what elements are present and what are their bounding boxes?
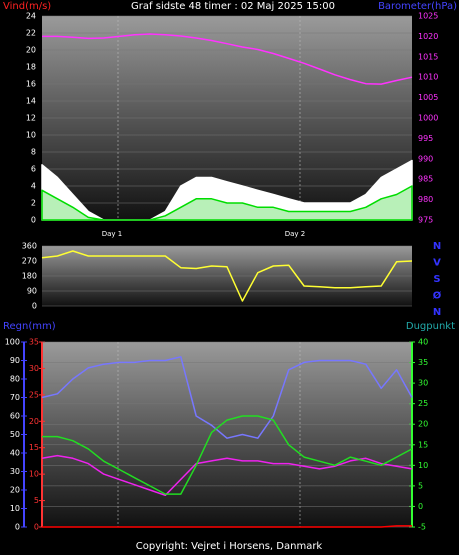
tick-label: 2 [31,199,36,208]
title: Graf sidste 48 timer : 02 Maj 2025 15:00 [131,1,335,12]
tick-label: 35 [418,358,428,367]
tick-label: 100 [5,338,20,347]
tick-label: 50 [10,430,20,439]
tick-label: 180 [22,272,37,281]
tick-label: 18 [26,63,36,72]
tick-label: 40 [10,449,20,458]
tick-label: 14 [26,97,36,106]
tick-label: 0 [34,523,39,532]
tick-label: 4 [31,182,36,191]
plot-area [42,342,412,527]
tick-label: 24 [26,12,36,21]
tick-label: 6 [31,165,36,174]
tick-label: 995 [418,134,433,143]
tick-label: 0 [31,216,36,225]
compass-label: V [433,258,441,269]
tick-label: 5 [418,481,423,490]
tick-label: 1015 [418,52,438,61]
tick-label: 20 [418,420,428,429]
tick-label: 90 [27,287,37,296]
tick-label: 15 [418,440,428,449]
day-label: Day 1 [102,230,123,238]
tick-label: 22 [26,29,36,38]
compass-label: S [433,274,440,285]
tick-label: 10 [418,461,428,470]
tick-label: 360 [22,242,37,251]
tick-label: 16 [26,80,36,89]
axis-label: Dugpunkt [406,321,455,332]
tick-label: 30 [418,379,428,388]
tick-label: 1025 [418,12,438,21]
line [41,356,413,439]
tick-label: 980 [418,195,433,204]
tick-label: 270 [22,257,37,266]
tick-label: 1000 [418,114,438,123]
footer: Copyright: Vejret i Horsens, Danmark [136,541,323,552]
tick-label: 10 [10,504,20,513]
line [42,33,413,85]
day-label: Day 2 [285,230,306,238]
tick-label: 8 [31,148,36,157]
tick-label: 30 [29,364,39,373]
tick-label: 60 [10,412,20,421]
line [42,415,413,495]
tick-label: 25 [418,399,428,408]
tick-label: 10 [29,470,39,479]
tick-label: 20 [26,46,36,55]
tick-label: 90 [10,356,20,365]
tick-label: 12 [26,114,36,123]
tick-label: 985 [418,175,433,184]
tick-label: 15 [29,443,39,452]
tick-label: 35 [29,338,39,347]
tick-label: 10 [26,131,36,140]
axis-label: Barometer(hPa) [378,1,457,12]
tick-label: 80 [10,375,20,384]
tick-label: -5 [418,523,426,532]
area [41,185,413,221]
tick-label: 20 [10,486,20,495]
tick-label: 1005 [418,93,438,102]
tick-label: 1020 [418,32,438,41]
tick-label: 0 [418,502,423,511]
tick-label: 20 [29,417,39,426]
tick-label: 25 [29,390,39,399]
line [41,454,413,497]
compass-label: Ø [433,290,442,302]
axis-label: Vind(m/s) [3,1,51,12]
compass-label: N [433,307,441,318]
compass-label: N [433,241,441,252]
tick-label: 40 [418,338,428,347]
tick-label: 0 [32,302,37,311]
line [42,525,412,528]
tick-label: 1010 [418,73,438,82]
tick-label: 975 [418,216,433,225]
line [41,250,413,302]
tick-label: 5 [34,496,39,505]
tick-label: 70 [10,393,20,402]
tick-label: 0 [15,523,20,532]
tick-label: 30 [10,467,20,476]
axis-label: Regn(mm) [3,321,56,332]
tick-label: 990 [418,154,433,163]
